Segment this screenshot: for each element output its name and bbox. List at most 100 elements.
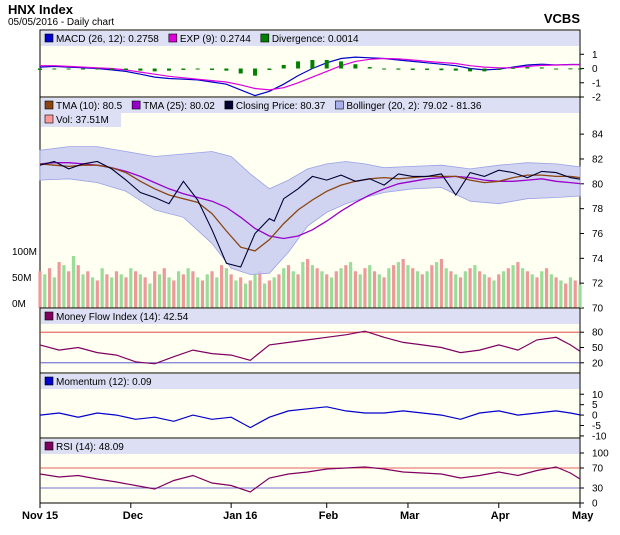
brand-label: VCBS: [543, 11, 580, 26]
volume-bar: [415, 271, 420, 308]
momentum-ytick-label: 5: [592, 400, 598, 411]
series-line-closing-price: [39, 160, 581, 268]
volume-bar: [478, 271, 482, 308]
volume-bar: [420, 274, 424, 308]
rsi-ytick-label: 0: [592, 499, 598, 510]
price-legend-label: TMA (25): 80.02: [143, 101, 215, 112]
macd-legend-swatch: [44, 33, 54, 43]
divergence-bar: [324, 59, 329, 69]
volume-bar: [544, 268, 549, 308]
momentum-legend-bar: [41, 374, 579, 389]
volume-bar: [310, 265, 314, 308]
rsi-ytick-label: 30: [592, 484, 604, 495]
divergence-bar: [310, 59, 315, 69]
macd-legend-label: Divergence: 0.0014: [272, 34, 359, 45]
macd-ytick-label: 1: [592, 50, 598, 61]
volume-bar: [497, 274, 501, 308]
volume-bar: [463, 271, 467, 308]
volume-bar: [148, 283, 152, 308]
price-legend-swatch: [131, 100, 141, 110]
divergence-bar: [410, 68, 415, 70]
momentum-ytick-label: -5: [592, 421, 601, 432]
volume-bar: [315, 268, 319, 308]
mfi-legend-bar: [41, 309, 579, 324]
divergence-bar: [496, 68, 501, 70]
volume-bar: [525, 271, 530, 308]
xtick-label: Jan 16: [223, 510, 257, 522]
volume-bar: [501, 271, 506, 308]
momentum-ytick-label: -10: [592, 431, 607, 442]
xtick-label: Mar: [400, 510, 420, 522]
series-line-tma-10-: [39, 163, 581, 252]
divergence-bar: [152, 68, 157, 72]
divergence-bar: [525, 67, 530, 69]
volume-bar: [253, 274, 257, 308]
rsi-ytick-label: 70: [592, 464, 604, 475]
volume-bar: [368, 265, 372, 308]
volume-bar: [334, 271, 338, 308]
volume-bar: [110, 277, 114, 308]
price-legend-swatch: [335, 100, 344, 110]
divergence-bar: [382, 68, 387, 70]
rsi-legend-label: RSI (14): 48.09: [56, 442, 124, 453]
volume-bar: [219, 265, 224, 308]
volume-bar: [320, 271, 324, 308]
volume-bar: [205, 274, 209, 308]
chart-subtitle: 05/05/2016 - Daily chart: [8, 17, 115, 28]
divergence-bar: [511, 67, 516, 69]
volume-bar: [540, 271, 544, 308]
volume-bar: [468, 268, 472, 308]
volume-bar: [191, 271, 195, 308]
volume-bar: [181, 274, 185, 308]
volume-bar: [573, 280, 577, 308]
price-ytick-label: 80: [592, 179, 604, 190]
price-legend-bar: [41, 98, 579, 113]
volume-bar: [473, 265, 477, 308]
volume-bar: [258, 271, 262, 308]
volume-bar: [482, 274, 487, 308]
volume-bar: [76, 265, 80, 308]
volume-bar: [358, 274, 362, 308]
momentum-ytick-label: 10: [592, 390, 604, 401]
series-line-money-flow-index-14-: [39, 330, 581, 365]
mfi-ytick-label: 80: [592, 328, 604, 339]
volume-bar: [396, 262, 401, 308]
volume-bar: [167, 277, 171, 308]
volume-bar: [176, 271, 181, 308]
volume-bar: [57, 262, 61, 308]
volume-bar: [100, 268, 104, 308]
volume-bar: [568, 277, 573, 308]
macd-legend-label: MACD (26, 12): 0.2758: [56, 34, 159, 45]
divergence-bar: [482, 68, 487, 72]
xtick-label: Apr: [491, 510, 511, 522]
volume-bar: [71, 255, 76, 308]
volume-bar: [62, 265, 66, 308]
price-ytick-label: 74: [592, 254, 604, 265]
volume-bar: [458, 277, 463, 308]
rsi-legend-bar: [41, 439, 579, 454]
divergence-bar: [253, 68, 258, 76]
divergence-bar: [95, 68, 100, 70]
volume-bar: [549, 274, 553, 308]
mfi-ytick-label: 20: [592, 358, 604, 369]
divergence-bar: [353, 64, 358, 69]
volume-bar: [153, 271, 157, 308]
volume-bar: [95, 280, 99, 308]
volume-bar: [521, 268, 525, 308]
price-legend-label: Bollinger (20, 2): 79.02 - 81.36: [346, 101, 482, 112]
volume-bar: [210, 271, 214, 308]
divergence-bar: [138, 68, 143, 71]
volume-bar: [387, 268, 391, 308]
series-line-rsi-14-: [39, 466, 581, 493]
macd-ytick-label: -2: [592, 93, 601, 104]
divergence-bar: [554, 68, 559, 70]
volume-bar: [559, 280, 563, 308]
volume-bar: [454, 274, 458, 308]
divergence-bar: [267, 68, 272, 70]
volume-bar: [439, 259, 444, 308]
divergence-bar: [195, 68, 200, 70]
volume-bar: [449, 271, 453, 308]
series-line-exp-9-: [40, 57, 580, 91]
price-legend-swatch: [44, 100, 54, 110]
volume-bar: [430, 265, 434, 308]
